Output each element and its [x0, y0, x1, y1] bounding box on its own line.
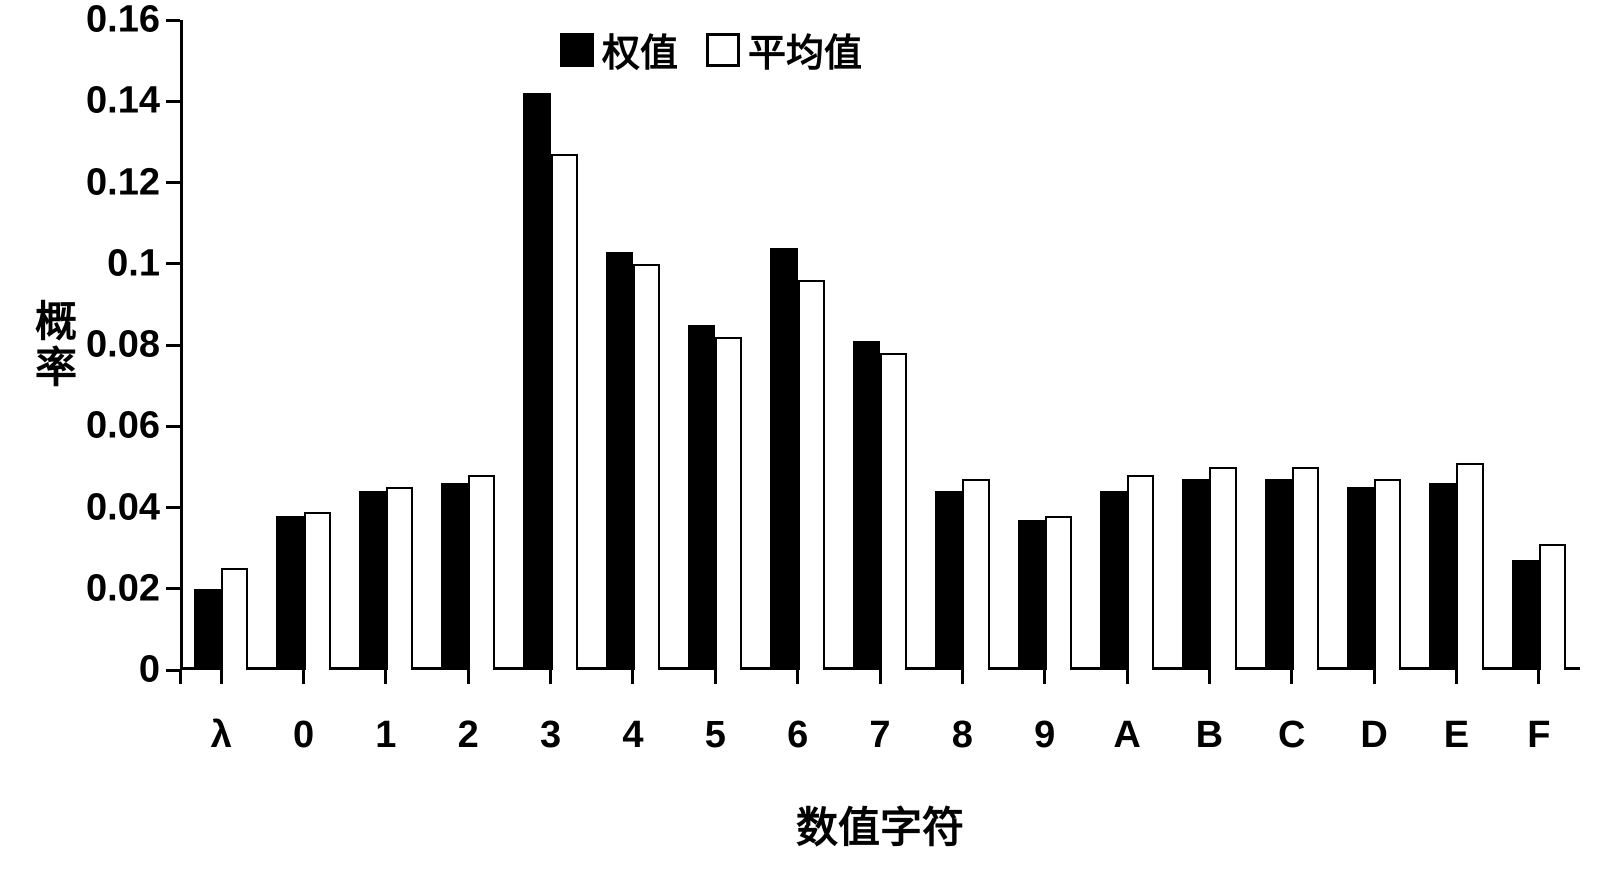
- bar-平均值: [1045, 516, 1072, 670]
- bar-平均值: [386, 487, 413, 670]
- y-tick-mark: [166, 506, 180, 509]
- x-tick-label: 1: [375, 714, 396, 757]
- x-tick-label: λ: [211, 714, 232, 757]
- x-tick-mark: [179, 670, 182, 684]
- y-tick-label: 0.08: [86, 324, 160, 367]
- y-tick-label: 0.06: [86, 405, 160, 448]
- bar-权值: [1429, 483, 1456, 670]
- x-tick-label: A: [1113, 714, 1140, 757]
- y-axis-label: 概率: [32, 299, 80, 391]
- bar-权值: [1347, 487, 1374, 670]
- x-tick-mark: [1126, 670, 1129, 684]
- bar-平均值: [221, 568, 248, 670]
- bar-平均值: [551, 154, 578, 670]
- y-tick-mark: [166, 587, 180, 590]
- y-tick-mark: [166, 181, 180, 184]
- y-tick-label: 0.04: [86, 486, 160, 529]
- bar-权值: [606, 252, 633, 670]
- x-tick-mark: [467, 670, 470, 684]
- x-tick-mark: [1208, 670, 1211, 684]
- y-tick-label: 0.14: [86, 80, 160, 123]
- x-tick-mark: [1537, 670, 1540, 684]
- x-tick-mark: [384, 670, 387, 684]
- x-tick-label: D: [1360, 714, 1387, 757]
- x-tick-label: B: [1196, 714, 1223, 757]
- bar-权值: [1512, 560, 1539, 670]
- x-tick-label: C: [1278, 714, 1305, 757]
- y-tick-label: 0: [139, 649, 160, 692]
- y-tick-mark: [166, 262, 180, 265]
- bar-平均值: [1127, 475, 1154, 670]
- y-tick-label: 0.02: [86, 567, 160, 610]
- y-tick-mark: [166, 425, 180, 428]
- x-tick-mark: [879, 670, 882, 684]
- y-tick-label: 0.16: [86, 0, 160, 42]
- bar-平均值: [1209, 467, 1236, 670]
- x-tick-mark: [961, 670, 964, 684]
- bar-平均值: [468, 475, 495, 670]
- y-tick-mark: [166, 19, 180, 22]
- bar-权值: [194, 589, 221, 670]
- x-tick-label: E: [1444, 714, 1469, 757]
- x-tick-label: 0: [293, 714, 314, 757]
- bar-平均值: [304, 512, 331, 670]
- x-tick-label: 3: [540, 714, 561, 757]
- bar-权值: [853, 341, 880, 670]
- bar-权值: [359, 491, 386, 670]
- x-tick-label: 7: [869, 714, 890, 757]
- x-tick-mark: [631, 670, 634, 684]
- bar-平均值: [1292, 467, 1319, 670]
- bar-权值: [770, 248, 797, 671]
- bar-权值: [1182, 479, 1209, 670]
- x-tick-mark: [796, 670, 799, 684]
- bar-权值: [935, 491, 962, 670]
- bar-平均值: [1539, 544, 1566, 670]
- bar-权值: [1265, 479, 1292, 670]
- bar-平均值: [798, 280, 825, 670]
- bar-权值: [441, 483, 468, 670]
- x-tick-mark: [1455, 670, 1458, 684]
- x-tick-mark: [714, 670, 717, 684]
- y-axis-line: [180, 20, 183, 670]
- bar-权值: [1100, 491, 1127, 670]
- y-tick-label: 0.1: [107, 242, 160, 285]
- x-tick-label: 8: [952, 714, 973, 757]
- plot-area: [180, 20, 1580, 670]
- x-tick-mark: [220, 670, 223, 684]
- bar-平均值: [633, 264, 660, 670]
- bar-权值: [276, 516, 303, 670]
- y-tick-label: 0.12: [86, 161, 160, 204]
- y-tick-mark: [166, 344, 180, 347]
- bar-权值: [523, 93, 550, 670]
- x-tick-mark: [549, 670, 552, 684]
- x-tick-mark: [302, 670, 305, 684]
- chart-container: 权值平均值 概率 00.020.040.060.080.10.120.140.1…: [0, 0, 1616, 896]
- bar-平均值: [1456, 463, 1483, 670]
- x-tick-label: 6: [787, 714, 808, 757]
- bar-平均值: [715, 337, 742, 670]
- bar-平均值: [962, 479, 989, 670]
- y-tick-mark: [166, 100, 180, 103]
- bar-权值: [1018, 520, 1045, 670]
- x-tick-label: 4: [622, 714, 643, 757]
- x-tick-label: 9: [1034, 714, 1055, 757]
- x-tick-label: 5: [705, 714, 726, 757]
- x-tick-mark: [1290, 670, 1293, 684]
- x-tick-label: F: [1527, 714, 1550, 757]
- x-tick-mark: [1043, 670, 1046, 684]
- bar-平均值: [880, 353, 907, 670]
- x-tick-mark: [1373, 670, 1376, 684]
- bar-平均值: [1374, 479, 1401, 670]
- bar-权值: [688, 325, 715, 670]
- x-tick-label: 2: [458, 714, 479, 757]
- x-axis-title: 数值字符: [796, 794, 964, 855]
